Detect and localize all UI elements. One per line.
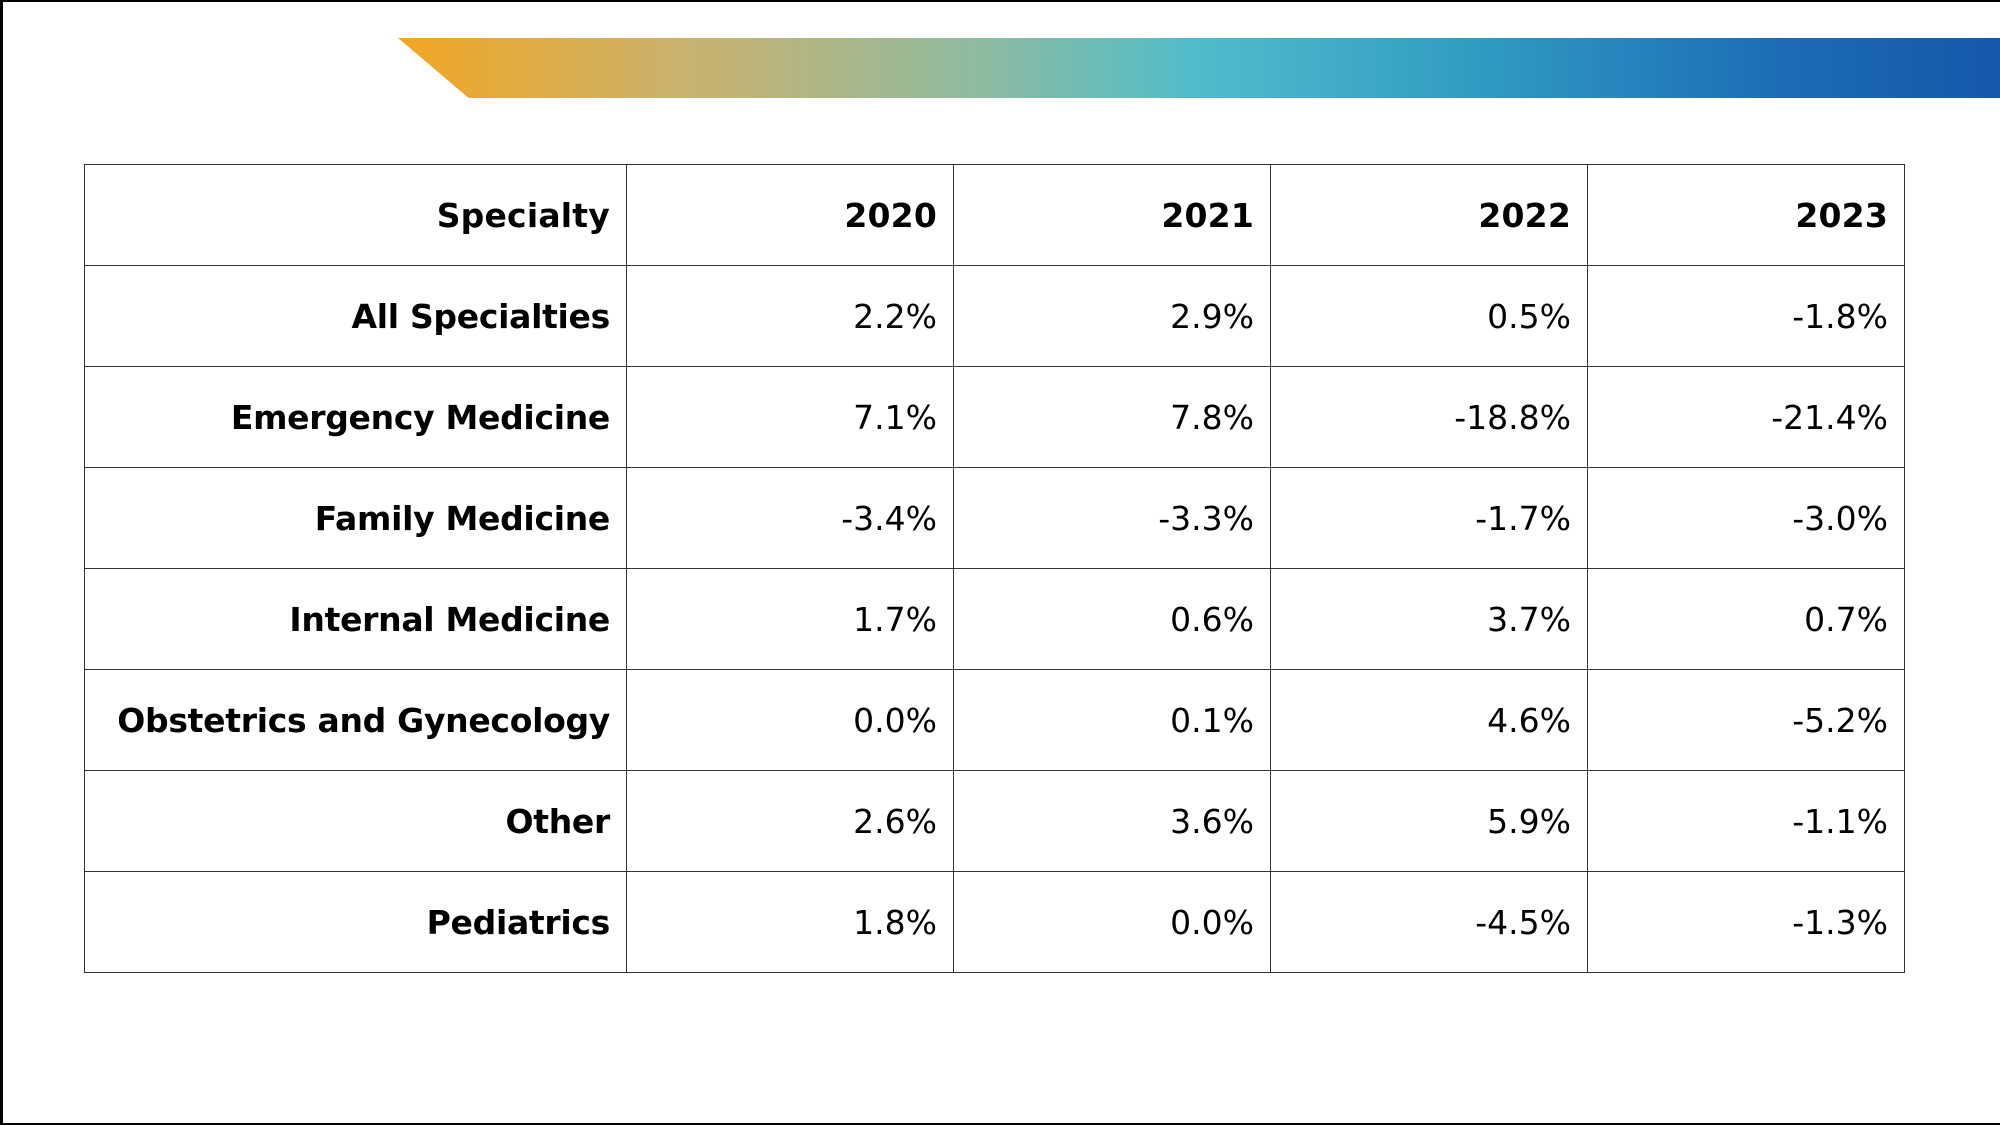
value-cell: 1.7% bbox=[626, 568, 954, 670]
value-cell: 0.5% bbox=[1270, 265, 1588, 367]
value-cell: -18.8% bbox=[1270, 366, 1588, 468]
table-row: Other 2.6% 3.6% 5.9% -1.1% bbox=[84, 770, 1905, 872]
specialty-cell: All Specialties bbox=[84, 265, 627, 367]
value-cell: -1.7% bbox=[1270, 467, 1588, 569]
table-row: Family Medicine -3.4% -3.3% -1.7% -3.0% bbox=[84, 467, 1905, 569]
header-year: 2021 bbox=[953, 164, 1271, 266]
value-cell: 0.1% bbox=[953, 669, 1271, 771]
specialty-growth-table: Specialty 2020 2021 2022 2023 All Specia… bbox=[84, 164, 1905, 973]
value-cell: 2.6% bbox=[626, 770, 954, 872]
header-year: 2023 bbox=[1587, 164, 1905, 266]
value-cell: -21.4% bbox=[1587, 366, 1905, 468]
value-cell: 4.6% bbox=[1270, 669, 1588, 771]
value-cell: -3.3% bbox=[953, 467, 1271, 569]
value-cell: -3.4% bbox=[626, 467, 954, 569]
table-header-row: Specialty 2020 2021 2022 2023 bbox=[84, 164, 1905, 266]
value-cell: 3.6% bbox=[953, 770, 1271, 872]
value-cell: 7.8% bbox=[953, 366, 1271, 468]
value-cell: 2.9% bbox=[953, 265, 1271, 367]
table-row: Obstetrics and Gynecology 0.0% 0.1% 4.6%… bbox=[84, 669, 1905, 771]
value-cell: 0.0% bbox=[626, 669, 954, 771]
value-cell: -5.2% bbox=[1587, 669, 1905, 771]
gradient-banner bbox=[398, 38, 2000, 98]
specialty-cell: Family Medicine bbox=[84, 467, 627, 569]
header-year: 2020 bbox=[626, 164, 954, 266]
table-row: Emergency Medicine 7.1% 7.8% -18.8% -21.… bbox=[84, 366, 1905, 468]
specialty-cell: Other bbox=[84, 770, 627, 872]
specialty-cell: Emergency Medicine bbox=[84, 366, 627, 468]
value-cell: -1.8% bbox=[1587, 265, 1905, 367]
value-cell: 1.8% bbox=[626, 871, 954, 973]
value-cell: -3.0% bbox=[1587, 467, 1905, 569]
specialty-cell: Pediatrics bbox=[84, 871, 627, 973]
header-year: 2022 bbox=[1270, 164, 1588, 266]
value-cell: 5.9% bbox=[1270, 770, 1588, 872]
table-row: Internal Medicine 1.7% 0.6% 3.7% 0.7% bbox=[84, 568, 1905, 670]
value-cell: 0.0% bbox=[953, 871, 1271, 973]
table-row: All Specialties 2.2% 2.9% 0.5% -1.8% bbox=[84, 265, 1905, 367]
value-cell: 2.2% bbox=[626, 265, 954, 367]
value-cell: 7.1% bbox=[626, 366, 954, 468]
specialty-cell: Obstetrics and Gynecology bbox=[84, 669, 627, 771]
table-row: Pediatrics 1.8% 0.0% -4.5% -1.3% bbox=[84, 871, 1905, 973]
specialty-cell: Internal Medicine bbox=[84, 568, 627, 670]
value-cell: 0.7% bbox=[1587, 568, 1905, 670]
value-cell: -1.3% bbox=[1587, 871, 1905, 973]
header-specialty: Specialty bbox=[84, 164, 627, 266]
value-cell: 3.7% bbox=[1270, 568, 1588, 670]
value-cell: -4.5% bbox=[1270, 871, 1588, 973]
value-cell: -1.1% bbox=[1587, 770, 1905, 872]
value-cell: 0.6% bbox=[953, 568, 1271, 670]
